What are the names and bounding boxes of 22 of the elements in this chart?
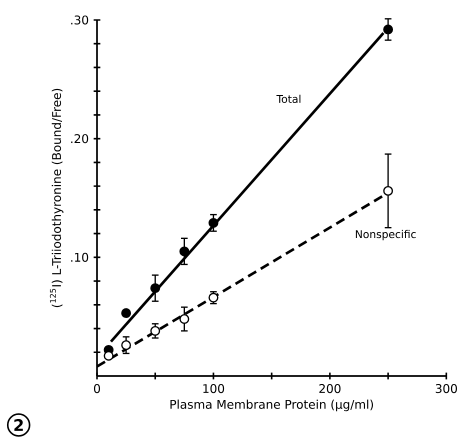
x-tick-label: 200 [319, 384, 341, 394]
y-tick-label: .20 [71, 134, 88, 144]
point [383, 186, 394, 196]
x-axis-title: Plasma Membrane Protein (µg/ml) [170, 400, 374, 412]
series-label: Nonspecific [356, 230, 416, 240]
y-tick-label: .30 [71, 15, 88, 25]
series-label: Total [276, 94, 300, 103]
x-tick-label: 100 [203, 384, 224, 394]
point [179, 246, 190, 256]
text: 2 [14, 419, 23, 431]
point [208, 218, 218, 228]
point [121, 308, 132, 318]
point [150, 283, 160, 294]
x-tick-label: 0 [94, 384, 100, 394]
point [121, 340, 132, 350]
point [383, 24, 394, 34]
point [179, 314, 190, 324]
point [150, 326, 160, 336]
y-tick-label: .10 [71, 252, 88, 262]
x-tick-label: 300 [436, 384, 457, 394]
point [104, 350, 114, 361]
y-axis-title: ($^{125}$I) L-Triiodothyronine (Bound/Free) [50, 88, 64, 308]
